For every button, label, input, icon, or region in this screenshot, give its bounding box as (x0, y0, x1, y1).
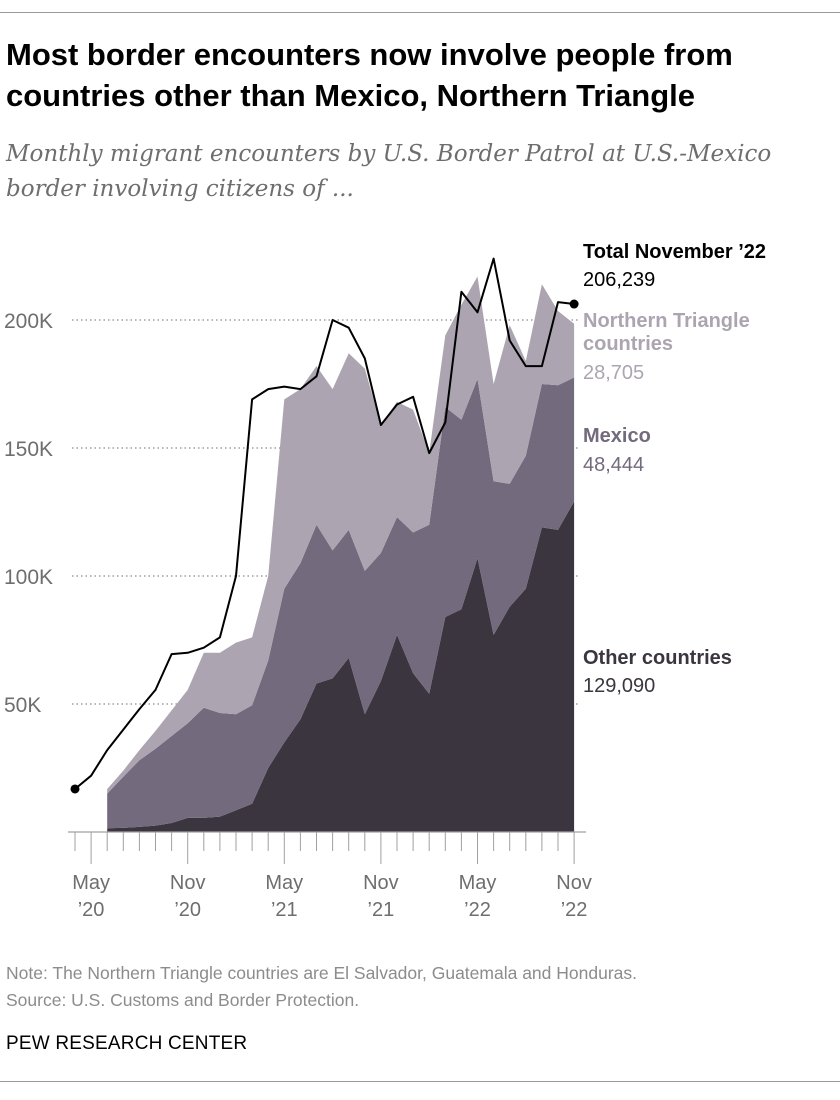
x-tick-year: ’22 (464, 899, 491, 921)
area-northern-triangle (107, 276, 575, 794)
total-end-dot (569, 299, 579, 309)
x-tick-year: ’20 (78, 899, 105, 921)
stacked-areas (107, 276, 575, 832)
bottom-rule (0, 1081, 840, 1082)
y-tick-label: 150K (4, 438, 53, 461)
x-tick-month: May (72, 872, 110, 894)
mexico-label: Mexico (583, 425, 651, 447)
northern-triangle-value: 28,705 (583, 362, 644, 384)
area-mexico (107, 377, 575, 829)
x-tick-year: ’20 (174, 899, 201, 921)
area-other-countries (107, 501, 575, 832)
source-text: Source: U.S. Customs and Border Protecti… (6, 990, 360, 1010)
total-line (74, 257, 575, 790)
total-value: 206,239 (583, 269, 655, 291)
total-label: Total November ’22 (583, 241, 766, 263)
brand-name: PEW RESEARCH CENTER (6, 1033, 248, 1054)
total-start-dot (70, 784, 80, 794)
chart-subtitle: Monthly migrant encounters by U.S. Borde… (6, 141, 772, 202)
series-labels: Total November ’22 206,239 Northern Triang… (583, 241, 766, 697)
x-tick-month: Nov (363, 872, 399, 894)
x-tick-year: ’21 (368, 899, 395, 921)
top-rule (0, 12, 840, 13)
y-tick-label: 200K (4, 310, 53, 333)
x-tick-month: May (459, 872, 497, 894)
footnote: Note: The Northern Triangle countries ar… (6, 960, 637, 1014)
x-tick-year: ’22 (561, 899, 588, 921)
x-tick-month: May (265, 872, 303, 894)
northern-triangle-label-line2: countries (583, 333, 673, 355)
note-text: Note: The Northern Triangle countries ar… (6, 963, 637, 983)
other-countries-label: Other countries (583, 647, 732, 669)
northern-triangle-label: Northern Triangle (583, 310, 750, 332)
x-tick-year: ’21 (271, 899, 298, 921)
total-line-group (70, 257, 579, 794)
x-tick-month: Nov (170, 872, 206, 894)
y-tick-label: 100K (4, 566, 53, 589)
y-tick-label: 50K (4, 694, 41, 717)
mexico-value: 48,444 (583, 454, 644, 476)
other-countries-value: 129,090 (583, 675, 655, 697)
x-tick-month: Nov (556, 872, 592, 894)
x-axis: May ’20 Nov ’20 May ’21 Nov ’21 May ’22 Nov ’22 (68, 831, 592, 921)
chart-title: Most border encounters now involve peopl… (6, 37, 733, 113)
